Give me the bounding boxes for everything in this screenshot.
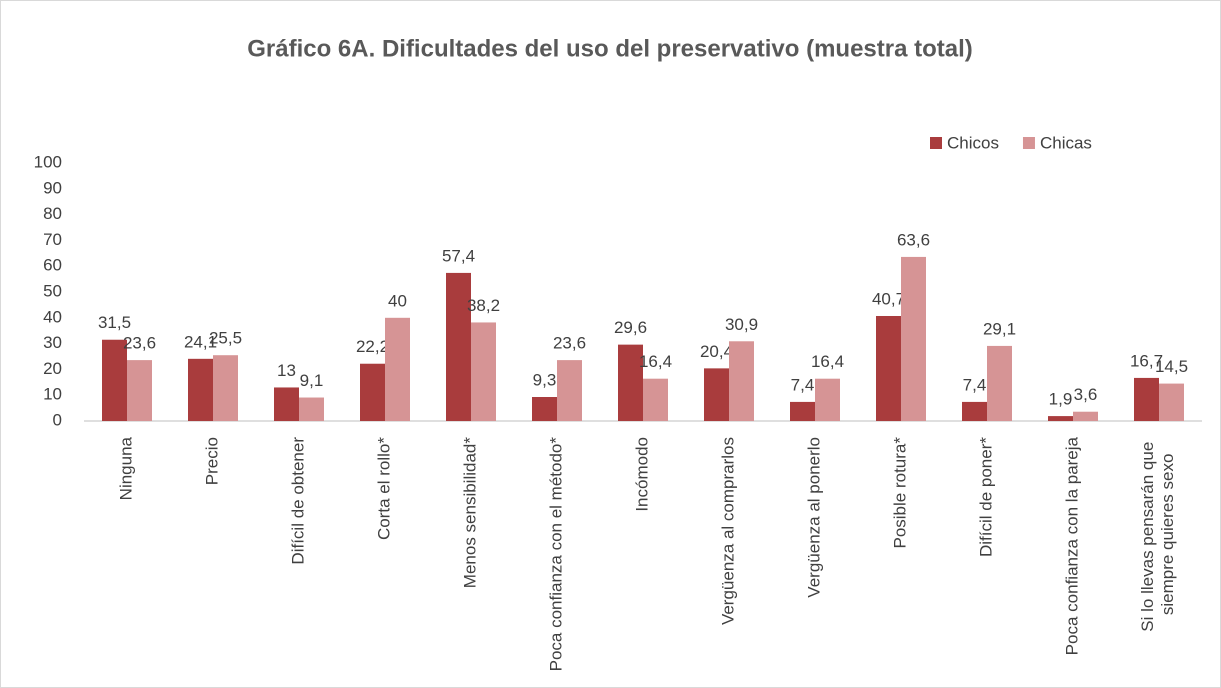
x-tick-label: Menos sensibilidad* bbox=[460, 437, 479, 589]
y-tick-label: 20 bbox=[43, 359, 62, 378]
legend-label: Chicos bbox=[947, 133, 999, 152]
bar bbox=[274, 387, 299, 421]
bar bbox=[360, 363, 385, 421]
y-tick-label: 40 bbox=[43, 307, 62, 326]
data-label: 13 bbox=[277, 361, 296, 380]
bar bbox=[127, 360, 152, 421]
bar bbox=[962, 401, 987, 421]
bar bbox=[1134, 377, 1159, 421]
bar bbox=[618, 344, 643, 421]
bar bbox=[299, 397, 324, 421]
bar bbox=[704, 368, 729, 421]
data-label: 25,5 bbox=[209, 329, 242, 348]
x-tick-label: Vergüenza al ponerlo bbox=[804, 437, 823, 598]
x-tick-label: Poca confianza con la pareja bbox=[1062, 436, 1081, 655]
data-label: 3,6 bbox=[1074, 385, 1098, 404]
y-tick-label: 90 bbox=[43, 178, 62, 197]
bar bbox=[1159, 383, 1184, 421]
data-label: 20,4 bbox=[700, 342, 733, 361]
bar bbox=[790, 401, 815, 421]
data-label: 40,7 bbox=[872, 289, 905, 308]
y-tick-label: 30 bbox=[43, 333, 62, 352]
data-label: 38,2 bbox=[467, 296, 500, 315]
bar bbox=[643, 378, 668, 421]
data-label: 7,4 bbox=[963, 375, 987, 394]
legend-label: Chicas bbox=[1040, 133, 1092, 152]
bar bbox=[876, 315, 901, 421]
legend-swatch bbox=[1022, 137, 1035, 149]
data-label: 7,4 bbox=[791, 375, 815, 394]
y-tick-label: 10 bbox=[43, 385, 62, 404]
x-tick-label: Incómodo bbox=[632, 437, 651, 512]
bar bbox=[987, 345, 1012, 421]
data-label: 29,1 bbox=[983, 319, 1016, 338]
data-label: 9,1 bbox=[300, 371, 324, 390]
data-label: 14,5 bbox=[1155, 357, 1188, 376]
y-tick-label: 50 bbox=[43, 281, 62, 300]
bar bbox=[901, 256, 926, 421]
data-label: 63,6 bbox=[897, 230, 930, 249]
data-label: 31,5 bbox=[98, 313, 131, 332]
x-tick-label: Difícil de obtener bbox=[288, 437, 307, 565]
data-label: 22,2 bbox=[356, 337, 389, 356]
bar bbox=[1073, 411, 1098, 421]
bar bbox=[385, 317, 410, 421]
bar bbox=[188, 358, 213, 421]
x-tick-label: Difícil de poner* bbox=[976, 437, 995, 557]
y-tick-label: 70 bbox=[43, 230, 62, 249]
data-label: 16,4 bbox=[811, 352, 844, 371]
data-label: 16,4 bbox=[639, 352, 672, 371]
x-tick-label: Poca confianza con el método* bbox=[546, 437, 565, 672]
bar bbox=[102, 339, 127, 421]
x-tick-label: Corta el rollo* bbox=[374, 437, 393, 540]
data-label: 1,9 bbox=[1049, 390, 1073, 409]
data-label: 57,4 bbox=[442, 246, 475, 265]
chart-title: Gráfico 6A. Dificultades del uso del pre… bbox=[247, 35, 973, 62]
x-tick-label: Si lo llevas pensarán que siempre quiere… bbox=[1138, 437, 1177, 632]
data-label: 24,1 bbox=[184, 332, 217, 351]
bar bbox=[557, 360, 582, 421]
data-label: 23,6 bbox=[123, 334, 156, 353]
data-label: 23,6 bbox=[553, 334, 586, 353]
data-label: 9,3 bbox=[533, 370, 557, 389]
x-tick-label: Posible rotura* bbox=[890, 437, 909, 549]
bar bbox=[1048, 416, 1073, 421]
y-tick-label: 60 bbox=[43, 256, 62, 275]
bar bbox=[446, 272, 471, 421]
bar bbox=[815, 378, 840, 421]
data-label: 16,7 bbox=[1130, 351, 1163, 370]
bar bbox=[471, 322, 496, 421]
bar bbox=[729, 341, 754, 421]
data-label: 29,6 bbox=[614, 318, 647, 337]
legend-swatch bbox=[930, 137, 942, 149]
y-tick-label: 80 bbox=[43, 204, 62, 223]
bar bbox=[532, 397, 557, 421]
y-tick-label: 100 bbox=[34, 152, 62, 171]
x-tick-label: Vergüenza al comprarlos bbox=[718, 437, 737, 625]
data-label: 30,9 bbox=[725, 315, 758, 334]
y-tick-label: 0 bbox=[53, 410, 62, 429]
bar bbox=[213, 355, 238, 421]
data-label: 40 bbox=[388, 291, 407, 310]
x-tick-label: Ninguna bbox=[116, 436, 135, 500]
x-tick-label: Precio bbox=[202, 437, 221, 485]
